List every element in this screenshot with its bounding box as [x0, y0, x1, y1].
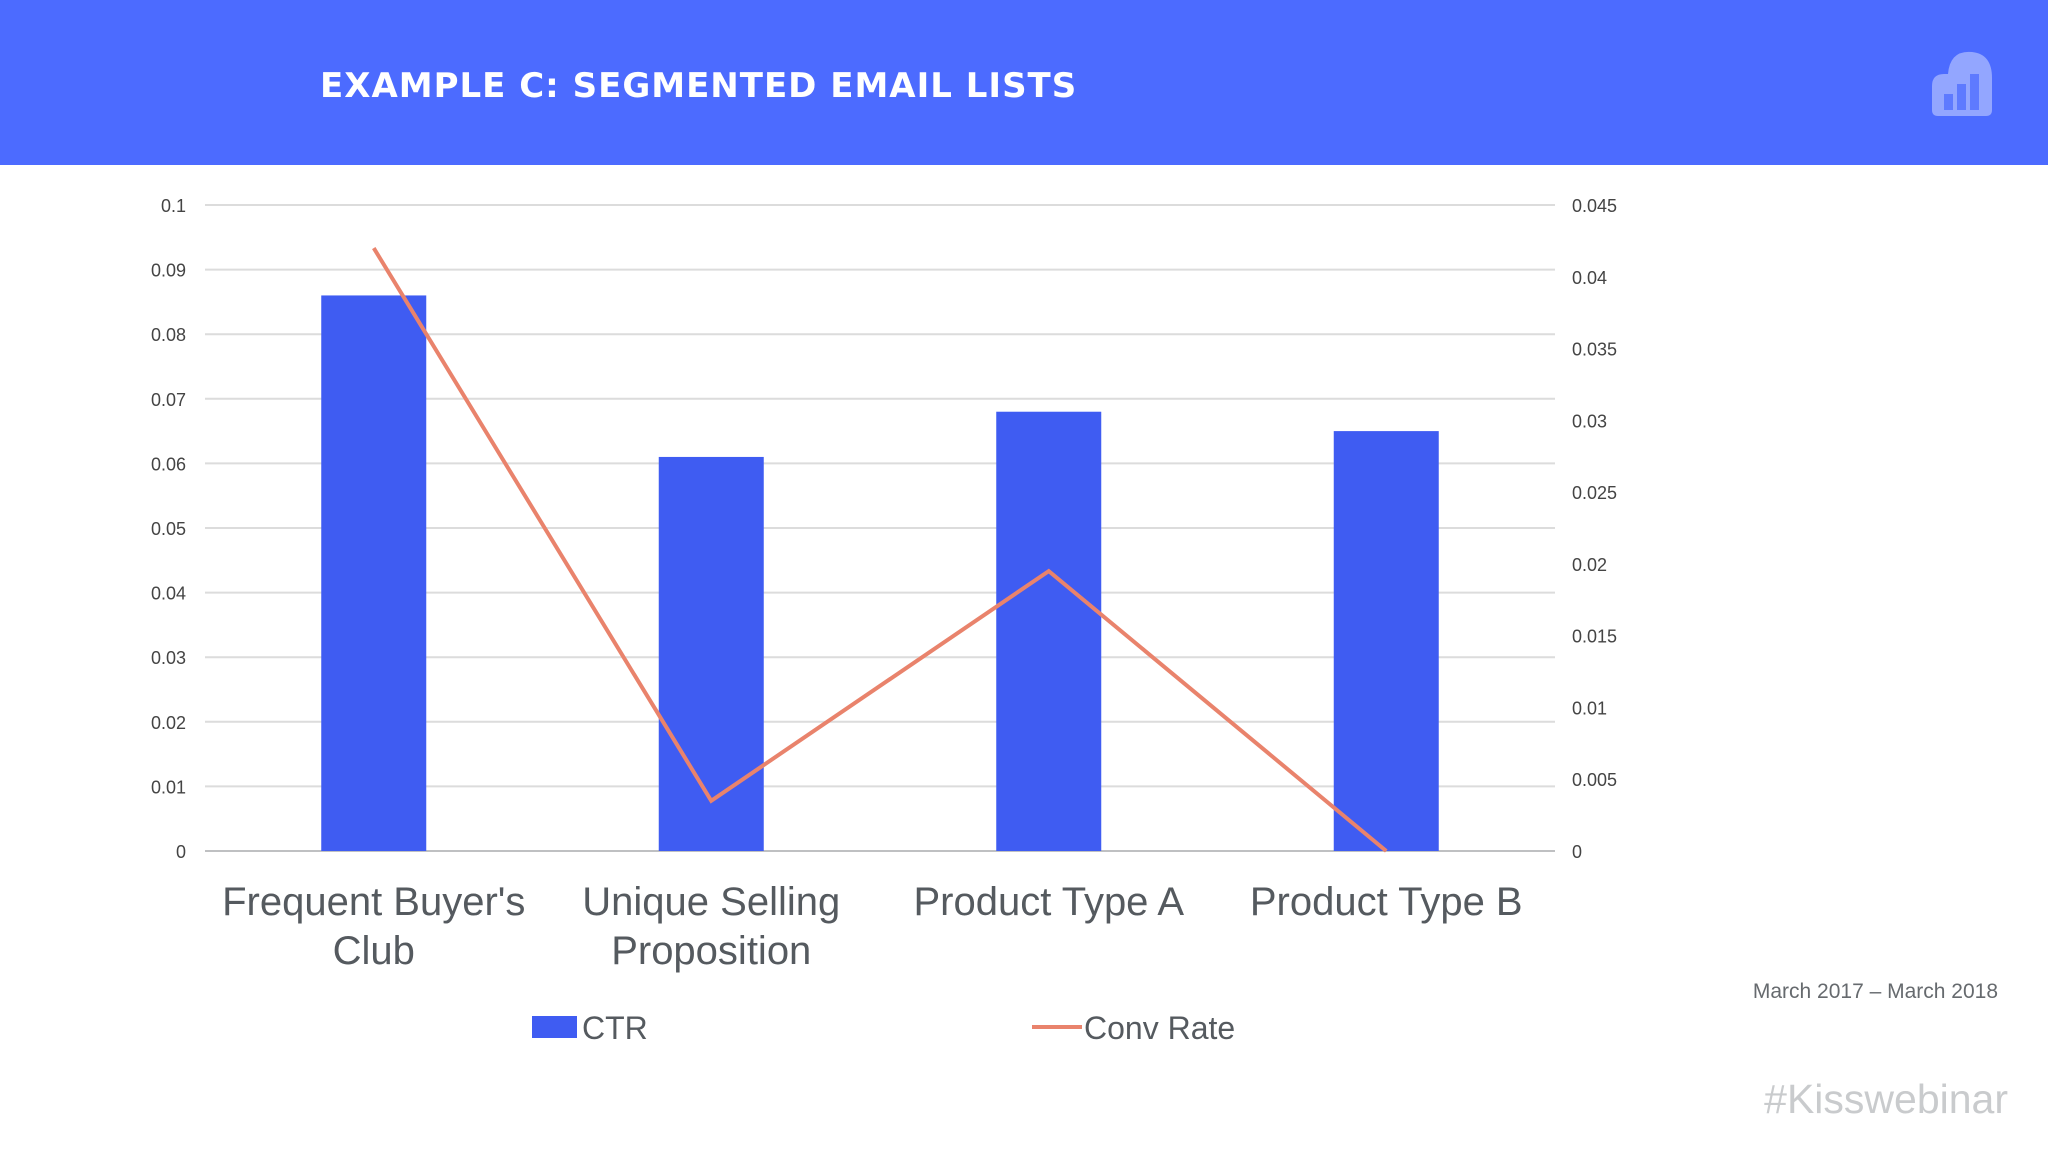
left-tick-label: 0.02	[151, 713, 186, 733]
category-labels: Frequent Buyer's Club Unique Selling Propos…	[222, 880, 1523, 973]
combo-chart: 0 0.01 0.02 0.03 0.04 0.05 0.06 0.07 0.08 0.09 0.1…	[151, 196, 1617, 1046]
hashtag-label: #Kisswebinar	[1764, 1076, 2008, 1122]
legend: CTR Conv Rate	[532, 1010, 1235, 1046]
left-axis-ticks: 0 0.01 0.02 0.03 0.04 0.05 0.06 0.07 0.08 0.09 0.1	[151, 196, 186, 862]
ctr-bar	[658, 456, 764, 851]
right-axis-ticks: 0 0.005 0.01 0.015 0.02 0.025 0.03 0.035 0.04 0.0…	[1572, 196, 1617, 862]
left-tick-label: 0.01	[151, 777, 186, 797]
left-tick-label: 0.06	[151, 454, 186, 474]
right-tick-label: 0.04	[1572, 268, 1607, 288]
legend-swatch-ctr	[532, 1016, 577, 1038]
slide-title: EXAMPLE C: SEGMENTED EMAIL LISTS	[320, 66, 1078, 106]
right-tick-label: 0.02	[1572, 555, 1607, 575]
conv-rate-series-line	[372, 247, 1388, 853]
right-tick-label: 0.025	[1572, 483, 1617, 503]
category-label: Proposition	[611, 929, 811, 973]
legend-label-ctr: CTR	[582, 1010, 648, 1046]
gridlines	[205, 204, 1555, 852]
left-tick-label: 0.08	[151, 325, 186, 345]
category-label: Product Type A	[913, 880, 1184, 924]
right-tick-label: 0.015	[1572, 627, 1617, 647]
header-bar: EXAMPLE C: SEGMENTED EMAIL LISTS	[0, 0, 2048, 165]
ctr-bar	[996, 411, 1102, 851]
right-tick-label: 0.035	[1572, 340, 1617, 360]
left-tick-label: 0.05	[151, 519, 186, 539]
bar-chart-cloud-icon	[1932, 51, 1992, 116]
right-tick-label: 0	[1572, 842, 1582, 862]
right-tick-label: 0.005	[1572, 770, 1617, 790]
category-label: Product Type B	[1250, 880, 1523, 924]
ctr-bar	[1333, 431, 1439, 851]
right-tick-label: 0.01	[1572, 698, 1607, 718]
right-tick-label: 0.03	[1572, 411, 1607, 431]
legend-label-conv-rate: Conv Rate	[1084, 1010, 1235, 1046]
date-range-label: March 2017 – March 2018	[1752, 980, 1998, 1003]
ctr-bar	[321, 295, 427, 851]
left-tick-label: 0.04	[151, 584, 186, 604]
left-tick-label: 0.09	[151, 261, 186, 281]
left-tick-label: 0.07	[151, 390, 186, 410]
right-tick-label: 0.045	[1572, 196, 1617, 216]
category-label: Club	[333, 929, 415, 973]
left-tick-label: 0.1	[161, 196, 186, 216]
left-tick-label: 0	[176, 842, 186, 862]
category-label: Unique Selling	[582, 880, 840, 924]
conv-rate-line	[372, 247, 1388, 853]
category-label: Frequent Buyer's	[222, 880, 525, 924]
ctr-bars	[321, 295, 1439, 851]
left-tick-label: 0.03	[151, 648, 186, 668]
